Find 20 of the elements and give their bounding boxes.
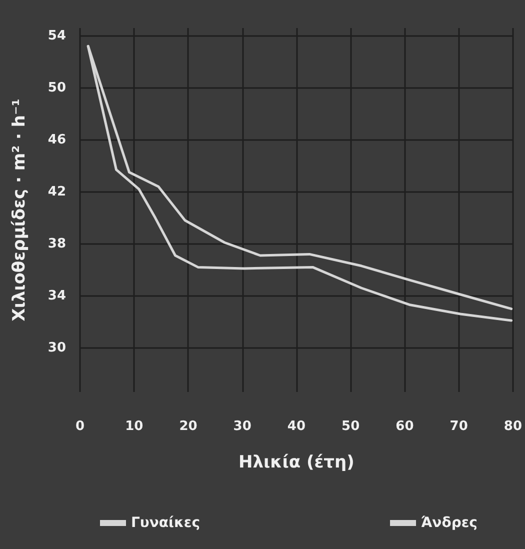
- y-tick-label: 50: [48, 80, 66, 96]
- x-tick-label: 30: [233, 419, 252, 434]
- y-tick-label: 34: [48, 288, 66, 304]
- x-tick-label: 10: [125, 419, 144, 434]
- x-tick-label: 40: [287, 419, 306, 434]
- legend-label: Άνδρες: [421, 515, 478, 531]
- x-tick-label: 80: [504, 419, 522, 434]
- y-tick-label: 42: [48, 184, 66, 200]
- y-tick-label: 38: [48, 236, 66, 252]
- x-tick-label: 0: [75, 419, 85, 434]
- y-tick-label: 30: [48, 340, 66, 356]
- legend-label: Γυναίκες: [131, 515, 200, 531]
- y-tick-label: 46: [48, 132, 66, 148]
- x-tick-label: 60: [396, 419, 414, 434]
- x-tick-label: 70: [450, 419, 468, 434]
- x-axis-title: Ηλικία (έτη): [238, 452, 354, 472]
- x-tick-label: 20: [179, 419, 198, 434]
- y-axis-title: Χιλιοθερμίδες · m² · h⁻¹: [10, 98, 30, 322]
- y-tick-label: 54: [48, 28, 66, 44]
- x-tick-label: 50: [342, 419, 360, 434]
